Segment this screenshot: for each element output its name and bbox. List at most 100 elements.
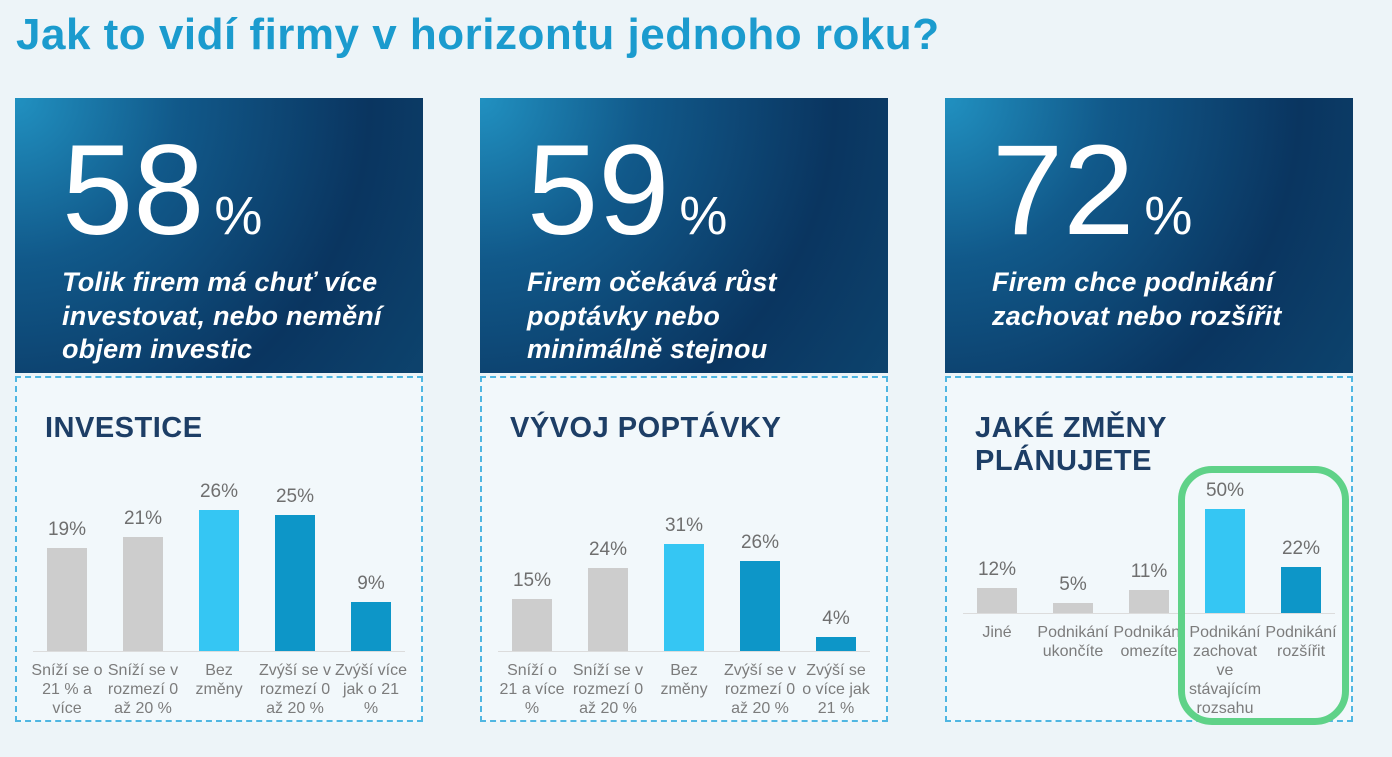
bar-value-label: 26% [740,532,780,553]
chart-title-poptavka: VÝVOJ POPTÁVKY [510,412,782,444]
stat-panel-zmeny: 72 % Firem chce podnikání zachovat nebo … [945,98,1353,373]
bar-value-label: 24% [588,539,628,560]
stat-percent-sign: % [679,186,728,246]
page-title: Jak to vidí firmy v horizontu jednoho ro… [16,10,940,59]
bar-slot: 4% [798,608,874,651]
bars-row: 15% 24% 31% 26% 4% [494,515,874,651]
x-axis-line [33,651,405,652]
category-labels-row: Sníží o 21 a více % Sníží se v rozmezí 0 … [494,652,874,718]
bar [123,537,163,651]
stat-value: 58 [62,119,205,262]
stat-panel-investice: 58 % Tolik firem má chuť více investovat… [15,98,423,373]
bar-value-label: 26% [199,481,239,502]
stat-value: 59 [527,119,670,262]
bar [1205,509,1245,613]
bar-chart-zmeny: 12% 5% 11% 50% 22% Jiné Podnikání ukončíte Podn… [959,478,1339,718]
bar-value-label: 19% [47,519,87,540]
plot-spacer [494,445,874,515]
chart-card-poptavka: VÝVOJ POPTÁVKY 15% 24% 31% 26% 4% Sníží o 21 … [480,376,888,722]
bar-value-label: 22% [1281,538,1321,559]
bar-value-label: 11% [1130,561,1168,582]
bar [275,515,315,651]
bar [1129,590,1169,613]
stat-panel-poptavka: 59 % Firem očekává růst poptávky nebo mi… [480,98,888,373]
bar-slot: 50% [1187,480,1263,613]
bar-slot: 15% [494,570,570,651]
bar-category-label: Sníží se o 21 % a více [31,662,103,717]
bar [740,561,780,651]
bar-category-label: Jiné [982,624,1012,641]
bar [1053,603,1093,613]
bar-slot: 5% [1035,574,1111,613]
bar [664,544,704,651]
chart-title-investice: INVESTICE [45,412,203,444]
stat-number: 72 % [992,119,1327,262]
bar-chart-poptavka: 15% 24% 31% 26% 4% Sníží o 21 a více % Sníží s… [494,445,874,718]
bar-value-label: 31% [664,515,704,536]
bar-value-label: 15% [512,570,552,591]
bar-value-label: 50% [1205,480,1245,501]
column-vyvoj-poptavky: 59 % Firem očekává růst poptávky nebo mi… [480,98,888,722]
bar-category-label: Bez změny [195,662,243,698]
stat-percent-sign: % [1144,186,1193,246]
x-axis-line [963,613,1335,614]
bar-slot: 11% [1111,561,1187,613]
bar-slot: 9% [333,573,409,651]
bar-slot: 31% [646,515,722,651]
bar-category-label: Zvýší se v rozmezí 0 až 20 % [259,662,332,717]
column-investice: 58 % Tolik firem má chuť více investovat… [15,98,423,722]
bar-category-label: Podnikání ukončíte [1037,624,1109,660]
bar [199,510,239,651]
stat-value: 72 [992,119,1135,262]
x-axis-line [498,651,870,652]
bar-slot: 25% [257,486,333,651]
bar [47,548,87,651]
bar-slot: 22% [1263,538,1339,613]
bar-slot: 24% [570,539,646,651]
bar-value-label: 12% [977,559,1017,580]
bar-category-label: Podnikání zachovat ve stávajícím rozsahu [1189,624,1262,717]
plot-spacer [29,445,409,481]
bar [816,637,856,651]
bar-category-label: Sníží se v rozmezí 0 až 20 % [572,662,644,717]
bar-value-label: 9% [357,573,385,594]
bar [977,588,1017,613]
stat-description: Firem chce podnikání zachovat nebo rozší… [992,266,1282,331]
bar [588,568,628,651]
bar-category-label: Zvýší se o více jak 21 % [802,662,870,717]
bar-category-label: Sníží o 21 a více % [499,662,565,717]
bar-value-label: 4% [822,608,850,629]
stat-number: 59 % [527,119,862,262]
chart-title-zmeny: JAKÉ ZMĚNY PLÁNUJETE [975,412,1167,477]
bar-slot: 21% [105,508,181,651]
bar-category-label: Zvýší se v rozmezí 0 až 20 % [724,662,797,717]
bar-category-label: Podnikání omezíte [1113,624,1185,660]
chart-card-zmeny: JAKÉ ZMĚNY PLÁNUJETE 12% 5% 11% 50% 22% Jiné P… [945,376,1353,725]
category-labels-row: Sníží se o 21 % a více Sníží se v rozmezí… [29,652,409,718]
bar-value-label: 5% [1059,574,1087,595]
columns-container: 58 % Tolik firem má chuť více investovat… [15,98,1353,725]
bar-value-label: 25% [275,486,315,507]
bars-row: 12% 5% 11% 50% 22% [959,480,1339,613]
bar [512,599,552,651]
stat-description: Tolik firem má chuť více investovat, neb… [62,266,382,365]
stat-description: Firem očekává růst poptávky nebo minimál… [527,266,777,365]
bar-slot: 12% [959,559,1035,613]
bar-category-label: Podnikání rozšířit [1265,624,1337,660]
chart-card-investice: INVESTICE 19% 21% 26% 25% 9% Sníží se o 21 % … [15,376,423,722]
bar-value-label: 21% [123,508,163,529]
stat-number: 58 % [62,119,397,262]
bar [1281,567,1321,613]
stat-percent-sign: % [214,186,263,246]
column-zmeny-planujete: 72 % Firem chce podnikání zachovat nebo … [945,98,1353,725]
bar-slot: 26% [722,532,798,651]
bar [351,602,391,651]
bars-row: 19% 21% 26% 25% 9% [29,481,409,651]
bar-category-label: Zvýší více jak o 21 % [335,662,408,717]
bar-category-label: Bez změny [660,662,708,698]
category-labels-row: Jiné Podnikání ukončíte Podnikání omezíte P… [959,614,1339,718]
bar-slot: 19% [29,519,105,651]
bar-chart-investice: 19% 21% 26% 25% 9% Sníží se o 21 % a více Sníž… [29,445,409,718]
bar-slot: 26% [181,481,257,651]
